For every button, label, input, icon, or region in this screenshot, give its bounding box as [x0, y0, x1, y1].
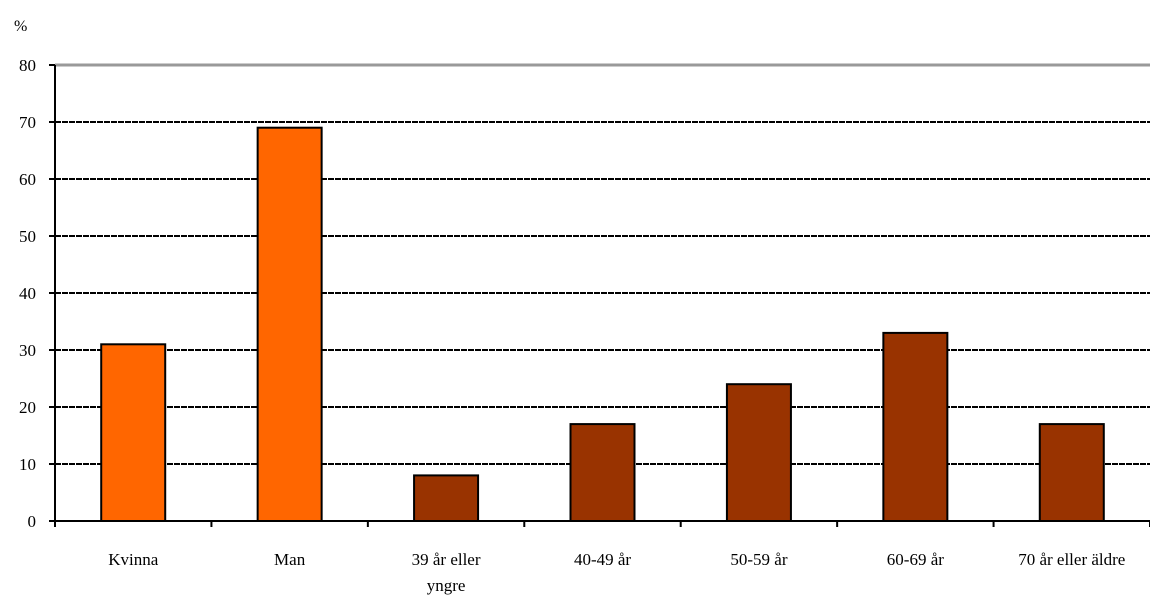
y-tick-label: 20 [19, 398, 36, 417]
x-category-label-line: 40-49 år [574, 550, 631, 569]
x-category-labels: Kvinna Man 39 år eller yngre 40-49 år 50-59 å… [108, 550, 1125, 595]
y-tick-label: 10 [19, 455, 36, 474]
x-category-label: 70 år eller äldre [1018, 550, 1125, 569]
y-tick-labels: 0 10 20 30 40 50 60 70 80 [19, 56, 36, 531]
x-category-label-line: 50-59 år [730, 550, 787, 569]
bars [100, 126, 1105, 523]
axes [49, 64, 1150, 527]
bar [569, 423, 636, 523]
y-tick-label: 0 [28, 512, 37, 531]
x-category-label-line: 70 år eller äldre [1018, 550, 1125, 569]
bar [256, 126, 323, 522]
x-category-label: Man [274, 550, 306, 569]
x-category-label: 39 år eller yngre [412, 550, 481, 595]
x-category-label-line: Kvinna [108, 550, 159, 569]
x-category-label: 60-69 år [887, 550, 944, 569]
y-tick-label: 70 [19, 113, 36, 132]
bar [1038, 423, 1105, 523]
y-axis-unit-label: % [14, 18, 27, 35]
bar [100, 343, 167, 522]
x-category-label-line: yngre [427, 576, 466, 595]
bar [725, 383, 792, 523]
x-category-label-line: Man [274, 550, 306, 569]
x-category-label: Kvinna [108, 550, 159, 569]
y-tick-label: 40 [19, 284, 36, 303]
bar [882, 331, 949, 522]
x-category-label: 40-49 år [574, 550, 631, 569]
y-tick-label: 30 [19, 341, 36, 360]
bar [413, 474, 480, 522]
gridlines [55, 63, 1150, 465]
x-category-label-line: 39 år eller [412, 550, 481, 569]
y-tick-label: 60 [19, 170, 36, 189]
x-category-label: 50-59 år [730, 550, 787, 569]
x-category-label-line: 60-69 år [887, 550, 944, 569]
y-tick-label: 80 [19, 56, 36, 75]
y-tick-label: 50 [19, 227, 36, 246]
